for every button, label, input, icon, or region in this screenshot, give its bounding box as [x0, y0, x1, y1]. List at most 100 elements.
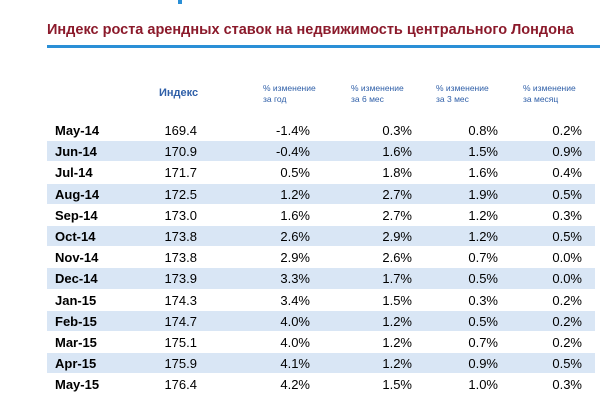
- cell-index: 172.5: [164, 186, 197, 202]
- header-year-line2: за год: [263, 94, 287, 104]
- cell-index: 174.3: [164, 292, 197, 308]
- cell-3m-change: 1.2%: [468, 207, 498, 223]
- table-row: Sep-14 173.0 1.6% 2.7% 1.2% 0.3%: [47, 205, 595, 226]
- cell-index: 174.7: [164, 313, 197, 329]
- header-3m-line1: % изменение: [436, 83, 489, 93]
- cell-year-change: 3.4%: [280, 292, 310, 308]
- cell-month-change: 0.9%: [552, 144, 582, 160]
- cell-month-change: 0.2%: [552, 313, 582, 329]
- cell-index: 176.4: [164, 377, 197, 393]
- cell-6m-change: 2.7%: [382, 207, 412, 223]
- header-year-change: % изменение за год: [263, 83, 316, 105]
- table-row: Oct-14 173.8 2.6% 2.9% 1.2% 0.5%: [47, 225, 595, 248]
- table-row: May-15 176.4 4.2% 1.5% 1.0% 0.3%: [47, 374, 595, 396]
- row-month: Apr-15: [55, 356, 97, 372]
- cell-year-change: 1.6%: [280, 207, 310, 223]
- table-row: Mar-15 175.1 4.0% 1.2% 0.7% 0.2%: [47, 332, 595, 354]
- cell-year-change: 1.2%: [280, 186, 310, 202]
- cell-year-change: 0.5%: [280, 165, 310, 181]
- cell-year-change: 4.2%: [280, 377, 310, 393]
- cell-index: 171.7: [164, 165, 197, 181]
- cell-year-change: -1.4%: [276, 123, 310, 138]
- cell-6m-change: 0.3%: [382, 123, 412, 138]
- page-title: Индекс роста арендных ставок на недвижим…: [47, 22, 574, 38]
- row-month: Jul-14: [55, 165, 93, 181]
- header-6m-line1: % изменение: [351, 83, 404, 93]
- row-month: May-15: [55, 377, 100, 393]
- table-row: Jun-14 170.9 -0.4% 1.6% 1.5% 0.9%: [47, 141, 595, 163]
- cell-3m-change: 1.2%: [468, 228, 498, 244]
- cell-month-change: 0.5%: [552, 186, 582, 202]
- cell-3m-change: 0.5%: [468, 313, 498, 329]
- header-3m-line2: за 3 мес: [436, 94, 469, 104]
- rent-index-table: May-14 169.4 -1.4% 0.3% 0.8% 0.2% Jun-14 170.9 -…: [47, 120, 595, 396]
- header-3m-change: % изменение за 3 мес: [436, 83, 489, 105]
- row-month: Mar-15: [55, 334, 97, 350]
- cell-index: 173.8: [164, 250, 197, 266]
- table-row: Feb-15 174.7 4.0% 1.2% 0.5% 0.2%: [47, 310, 595, 332]
- cell-6m-change: 1.2%: [382, 334, 412, 350]
- cell-3m-change: 0.3%: [468, 292, 498, 308]
- cell-month-change: 0.5%: [552, 228, 582, 244]
- cell-6m-change: 1.5%: [382, 377, 412, 393]
- cell-month-change: 0.0%: [552, 250, 582, 266]
- cell-3m-change: 1.9%: [468, 186, 498, 202]
- cell-6m-change: 2.9%: [382, 228, 412, 244]
- table-row: May-14 169.4 -1.4% 0.3% 0.8% 0.2%: [47, 120, 595, 142]
- cell-year-change: 4.0%: [280, 334, 310, 350]
- cell-3m-change: 0.5%: [468, 271, 498, 287]
- cell-month-change: 0.5%: [552, 356, 582, 372]
- cell-year-change: 4.1%: [280, 356, 310, 372]
- cell-month-change: 0.3%: [552, 377, 582, 393]
- cell-3m-change: 0.7%: [468, 250, 498, 266]
- row-month: May-14: [55, 123, 100, 138]
- cell-index: 169.4: [164, 123, 197, 138]
- table-row: Nov-14 173.8 2.9% 2.6% 0.7% 0.0%: [47, 247, 595, 269]
- cell-6m-change: 1.2%: [382, 356, 412, 372]
- cell-6m-change: 1.7%: [382, 271, 412, 287]
- row-month: Sep-14: [55, 207, 98, 223]
- top-accent-mark: [178, 0, 182, 4]
- cell-month-change: 0.2%: [552, 334, 582, 350]
- cell-month-change: 0.2%: [552, 292, 582, 308]
- table-row: Jan-15 174.3 3.4% 1.5% 0.3% 0.2%: [47, 290, 595, 311]
- cell-month-change: 0.4%: [552, 165, 582, 181]
- cell-6m-change: 2.6%: [382, 250, 412, 266]
- row-month: Feb-15: [55, 313, 97, 329]
- cell-3m-change: 0.9%: [468, 356, 498, 372]
- row-month: Aug-14: [55, 186, 100, 202]
- header-month-line1: % изменение: [523, 83, 576, 93]
- table-row: Aug-14 172.5 1.2% 2.7% 1.9% 0.5%: [47, 183, 595, 205]
- cell-index: 175.1: [164, 334, 197, 350]
- cell-3m-change: 0.8%: [468, 123, 498, 138]
- cell-year-change: 2.9%: [280, 250, 310, 266]
- cell-3m-change: 1.0%: [468, 377, 498, 393]
- header-year-line1: % изменение: [263, 83, 316, 93]
- row-month: Dec-14: [55, 271, 98, 287]
- header-month-change: % изменение за месяц: [523, 83, 576, 105]
- table-row: Dec-14 173.9 3.3% 1.7% 0.5% 0.0%: [47, 268, 595, 290]
- table-row: Apr-15 175.9 4.1% 1.2% 0.9% 0.5%: [47, 353, 595, 375]
- cell-6m-change: 1.8%: [382, 165, 412, 181]
- cell-3m-change: 1.6%: [468, 165, 498, 181]
- cell-6m-change: 2.7%: [382, 186, 412, 202]
- cell-3m-change: 0.7%: [468, 334, 498, 350]
- cell-year-change: -0.4%: [276, 144, 310, 160]
- header-index: Индекс: [159, 87, 199, 99]
- cell-6m-change: 1.6%: [382, 144, 412, 160]
- cell-year-change: 2.6%: [280, 228, 310, 244]
- row-month: Jun-14: [55, 144, 97, 160]
- table-row: Jul-14 171.7 0.5% 1.8% 1.6% 0.4%: [47, 162, 595, 184]
- cell-6m-change: 1.2%: [382, 313, 412, 329]
- cell-index: 173.9: [164, 271, 197, 287]
- cell-6m-change: 1.5%: [382, 292, 412, 308]
- header-6m-change: % изменение за 6 мес: [351, 83, 404, 105]
- cell-3m-change: 1.5%: [468, 144, 498, 160]
- header-month-line2: за месяц: [523, 94, 559, 104]
- cell-index: 175.9: [164, 356, 197, 372]
- cell-index: 170.9: [164, 144, 197, 160]
- row-month: Jan-15: [55, 292, 97, 308]
- cell-index: 173.8: [164, 228, 197, 244]
- row-month: Oct-14: [55, 228, 96, 244]
- title-underline: [47, 45, 600, 48]
